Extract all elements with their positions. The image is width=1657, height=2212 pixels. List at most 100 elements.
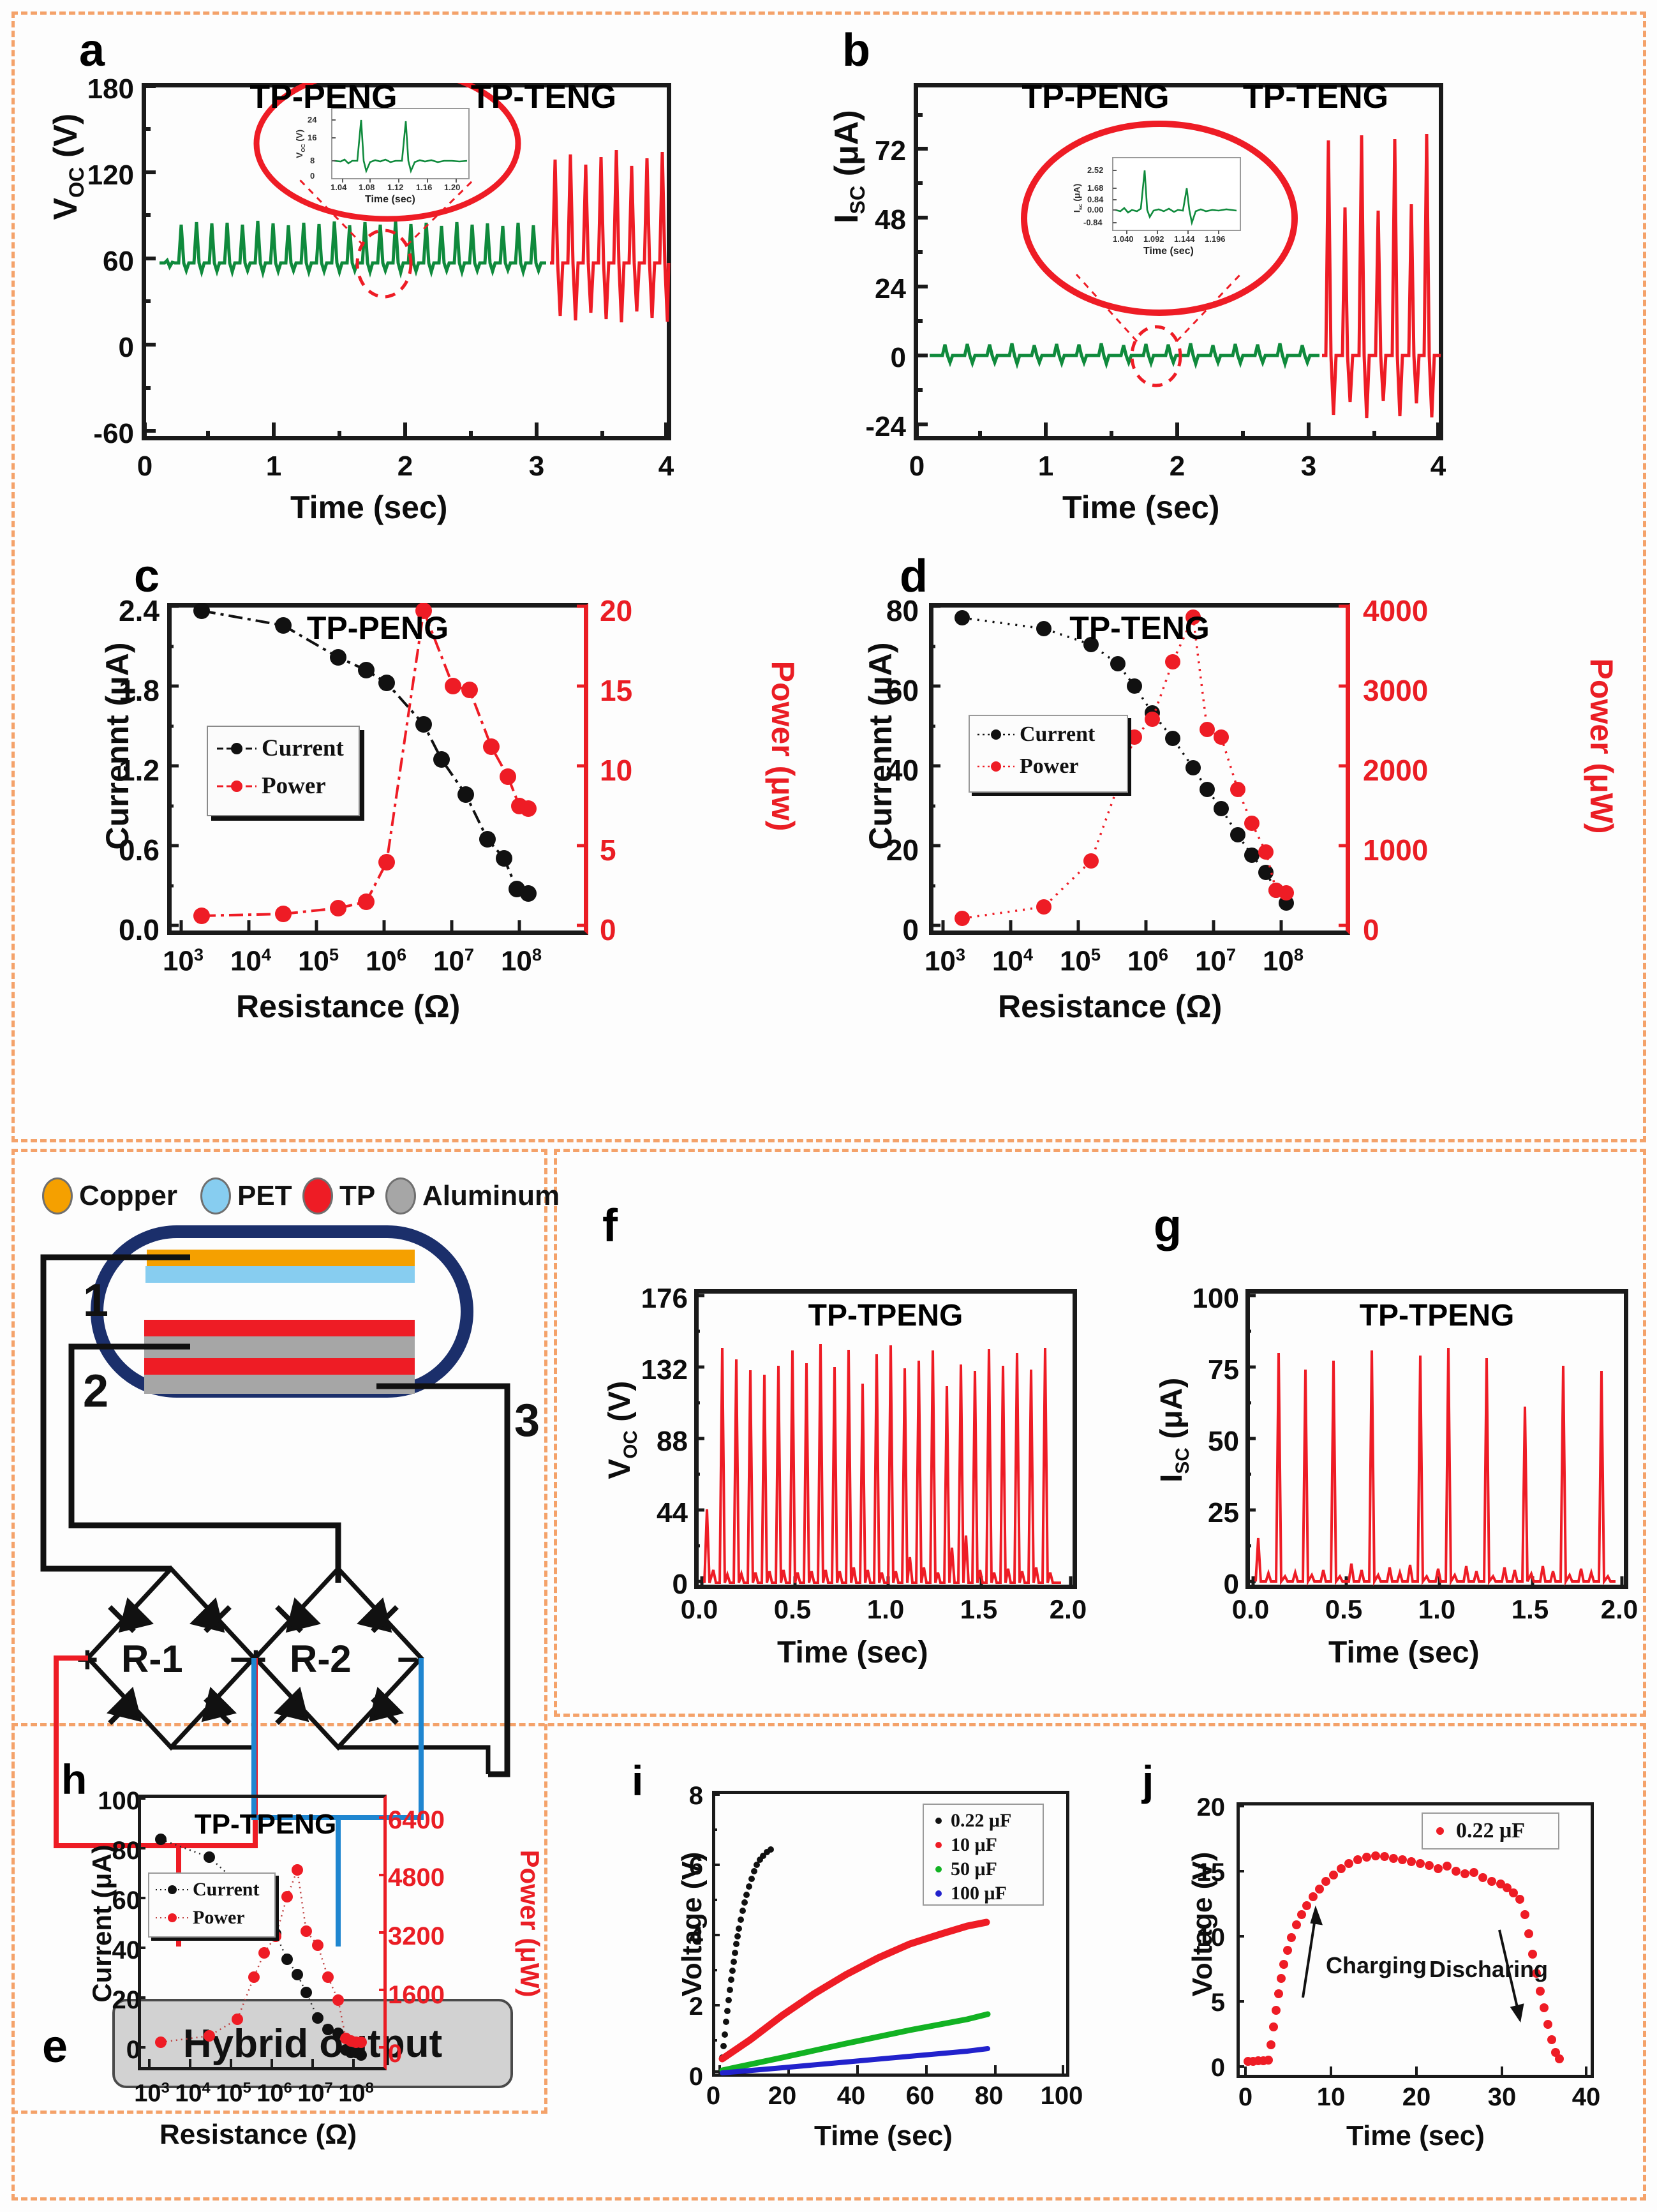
panel-h-xtick-1: 104 <box>175 2079 211 2107</box>
panel-b-ytick-2: 24 <box>875 273 906 304</box>
panel-i-legend-label-3: 100 μF <box>951 1883 1007 1904</box>
svg-text:−: − <box>397 1639 419 1680</box>
panel-g-plot: TP-TPENG <box>1245 1289 1628 1589</box>
panel-f-plot: TP-TPENG <box>694 1289 1077 1589</box>
tp-color-swatch-icon <box>302 1177 333 1214</box>
panel-i-legend-row-2: 50 μF <box>930 1858 1036 1880</box>
panel-d-ytick-left-4: 0 <box>902 913 919 946</box>
panel-h-legend-row-power: Power <box>156 1907 268 1929</box>
panel-h-ytick-right-4: 0 <box>388 2040 403 2068</box>
panel-f-ytick-0: 176 <box>641 1283 688 1314</box>
panel-h-legend-label-current: Current <box>193 1879 260 1900</box>
panel-g-ytick-2: 50 <box>1208 1426 1239 1457</box>
panel-b-ytick-1: 48 <box>875 204 906 235</box>
panel-j-plot: Charging Discharing 0.22 μF <box>1237 1802 1594 2078</box>
panel-c-ytick-right-0: 20 <box>600 594 633 627</box>
legend-marker-current-icon <box>217 742 256 754</box>
panel-c-xtick-1: 104 <box>230 945 272 977</box>
panel-i-ytick-1: 6 <box>688 1852 703 1880</box>
panel-a-inset-ytick-3: 0 <box>310 171 315 181</box>
material-label-tp: TP <box>339 1180 376 1211</box>
panel-d-ytick-right-3: 1000 <box>1363 833 1429 867</box>
panel-j-xtick-1: 10 <box>1316 2083 1346 2111</box>
panel-h-ytick-right-1: 4800 <box>388 1864 445 1892</box>
panel-b-xtick-3: 3 <box>1300 451 1317 482</box>
panel-h-ytick-left-3: 40 <box>112 1936 141 1964</box>
pet-color-swatch-icon <box>200 1177 231 1214</box>
panel-c-xlabel: Resistance (Ω) <box>236 989 461 1024</box>
panel-b-inset-ytick-3: 0.00 <box>1087 205 1104 214</box>
panel-b-inset-xlabel: Time (sec) <box>1143 246 1194 257</box>
panel-i-legend-label-0: 0.22 μF <box>951 1810 1012 1831</box>
svg-text:2: 2 <box>83 1366 108 1417</box>
panel-c-ytick-right-2: 10 <box>600 754 633 787</box>
panel-a-inset-ytick-0: 24 <box>308 115 317 124</box>
panel-a-xtick-0: 0 <box>137 451 153 482</box>
panel-g-ytick-0: 100 <box>1192 1283 1239 1314</box>
dashed-border-top <box>11 11 1646 1142</box>
panel-a-ytick-0: 180 <box>87 73 134 105</box>
panel-g-xtick-0: 0.0 <box>1231 1594 1270 1624</box>
panel-a-inset-ytick-2: 8 <box>310 156 315 165</box>
panel-c-xtick-0: 103 <box>162 945 204 977</box>
panel-a-ytick-2: 60 <box>103 246 134 277</box>
panel-i-xtick-3: 60 <box>905 2082 935 2110</box>
panel-a-inset-xtick-3: 1.16 <box>416 183 433 192</box>
panel-j-ytick-3: 5 <box>1210 1989 1225 2017</box>
svg-text:1: 1 <box>83 1275 108 1326</box>
panel-h-ytick-left-4: 20 <box>112 1986 141 2014</box>
panel-letter-f: f <box>602 1200 618 1252</box>
panel-d-xtick-4: 107 <box>1194 945 1237 977</box>
panel-c-ytick-left-4: 0.0 <box>119 913 160 946</box>
panel-b-inset-xtick-3: 1.196 <box>1205 234 1226 244</box>
panel-b-title-left: TP-PENG <box>1022 78 1170 116</box>
panel-j-xtick-3: 30 <box>1487 2083 1517 2111</box>
panel-e-diagram: 1 2 3 R-1 + − <box>19 1225 542 2074</box>
panel-d-legend-label-current: Current <box>1020 722 1096 746</box>
panel-h-legend: Current Power <box>148 1872 276 1938</box>
panel-f-ytick-2: 88 <box>657 1426 688 1457</box>
panel-b-title-right: TP-TENG <box>1242 78 1389 116</box>
panel-i-legend-label-2: 50 μF <box>951 1858 997 1879</box>
panel-b-inset-ytick-2: 0.84 <box>1087 195 1104 204</box>
panel-g-ytick-1: 75 <box>1208 1354 1239 1386</box>
panel-d-legend-label-power: Power <box>1020 754 1079 778</box>
panel-d-xtick-5: 108 <box>1262 945 1304 977</box>
dashed-border-panels-fg <box>554 1149 1646 1717</box>
panel-letter-b: b <box>842 25 870 76</box>
panel-a-inset-xlabel: Time (sec) <box>365 194 415 205</box>
panel-c-legend-label-current: Current <box>262 735 344 761</box>
copper-color-swatch-icon <box>42 1177 73 1214</box>
material-label-pet: PET <box>237 1180 292 1211</box>
hybrid-output-box: Hybrid output <box>112 1999 513 2088</box>
panel-i-xtick-5: 100 <box>1040 2082 1083 2110</box>
panel-a-xtick-4: 4 <box>658 451 674 482</box>
panel-a-inset-xtick-4: 1.20 <box>444 183 461 192</box>
panel-h-ytick-right-2: 3200 <box>388 1922 445 1950</box>
legend-marker-10uf-icon <box>935 1842 942 1848</box>
panel-i-xtick-0: 0 <box>706 2082 721 2110</box>
panel-c-xtick-2: 105 <box>297 945 339 977</box>
dashed-border-bottom <box>11 1723 1646 2201</box>
panel-b-inset-ylabel: Isc (μA) <box>1071 183 1084 213</box>
panel-a-title-right: TP-TENG <box>470 78 617 116</box>
panel-h-ylabel-right: Power (μW) <box>515 1850 545 1998</box>
panel-d-ytick-right-4: 0 <box>1363 913 1379 946</box>
legend-marker-current-icon <box>156 1885 189 1894</box>
panel-a-inset-xtick-1: 1.08 <box>359 183 375 192</box>
material-key-aluminum: Aluminum <box>385 1177 560 1214</box>
panel-a-xlabel: Time (sec) <box>290 489 448 525</box>
panel-c-ytick-right-3: 5 <box>600 833 616 867</box>
panel-letter-d: d <box>900 551 928 602</box>
panel-h-ytick-left-5: 0 <box>126 2036 140 2064</box>
panel-letter-j: j <box>1142 1757 1154 1804</box>
panel-c-ytick-left-1: 1.8 <box>119 674 160 707</box>
panel-h-legend-row-current: Current <box>156 1879 268 1901</box>
panel-b-inset: 2.52 1.68 0.84 0.00 -0.84 Isc (μA) 1.040… <box>1071 156 1249 257</box>
panel-h-ytick-left-0: 100 <box>98 1787 140 1815</box>
panel-letter-i: i <box>632 1757 644 1804</box>
panel-f-ytick-1: 132 <box>641 1354 688 1386</box>
panel-b-xtick-0: 0 <box>909 451 925 482</box>
panel-g-xtick-4: 2.0 <box>1600 1594 1638 1624</box>
